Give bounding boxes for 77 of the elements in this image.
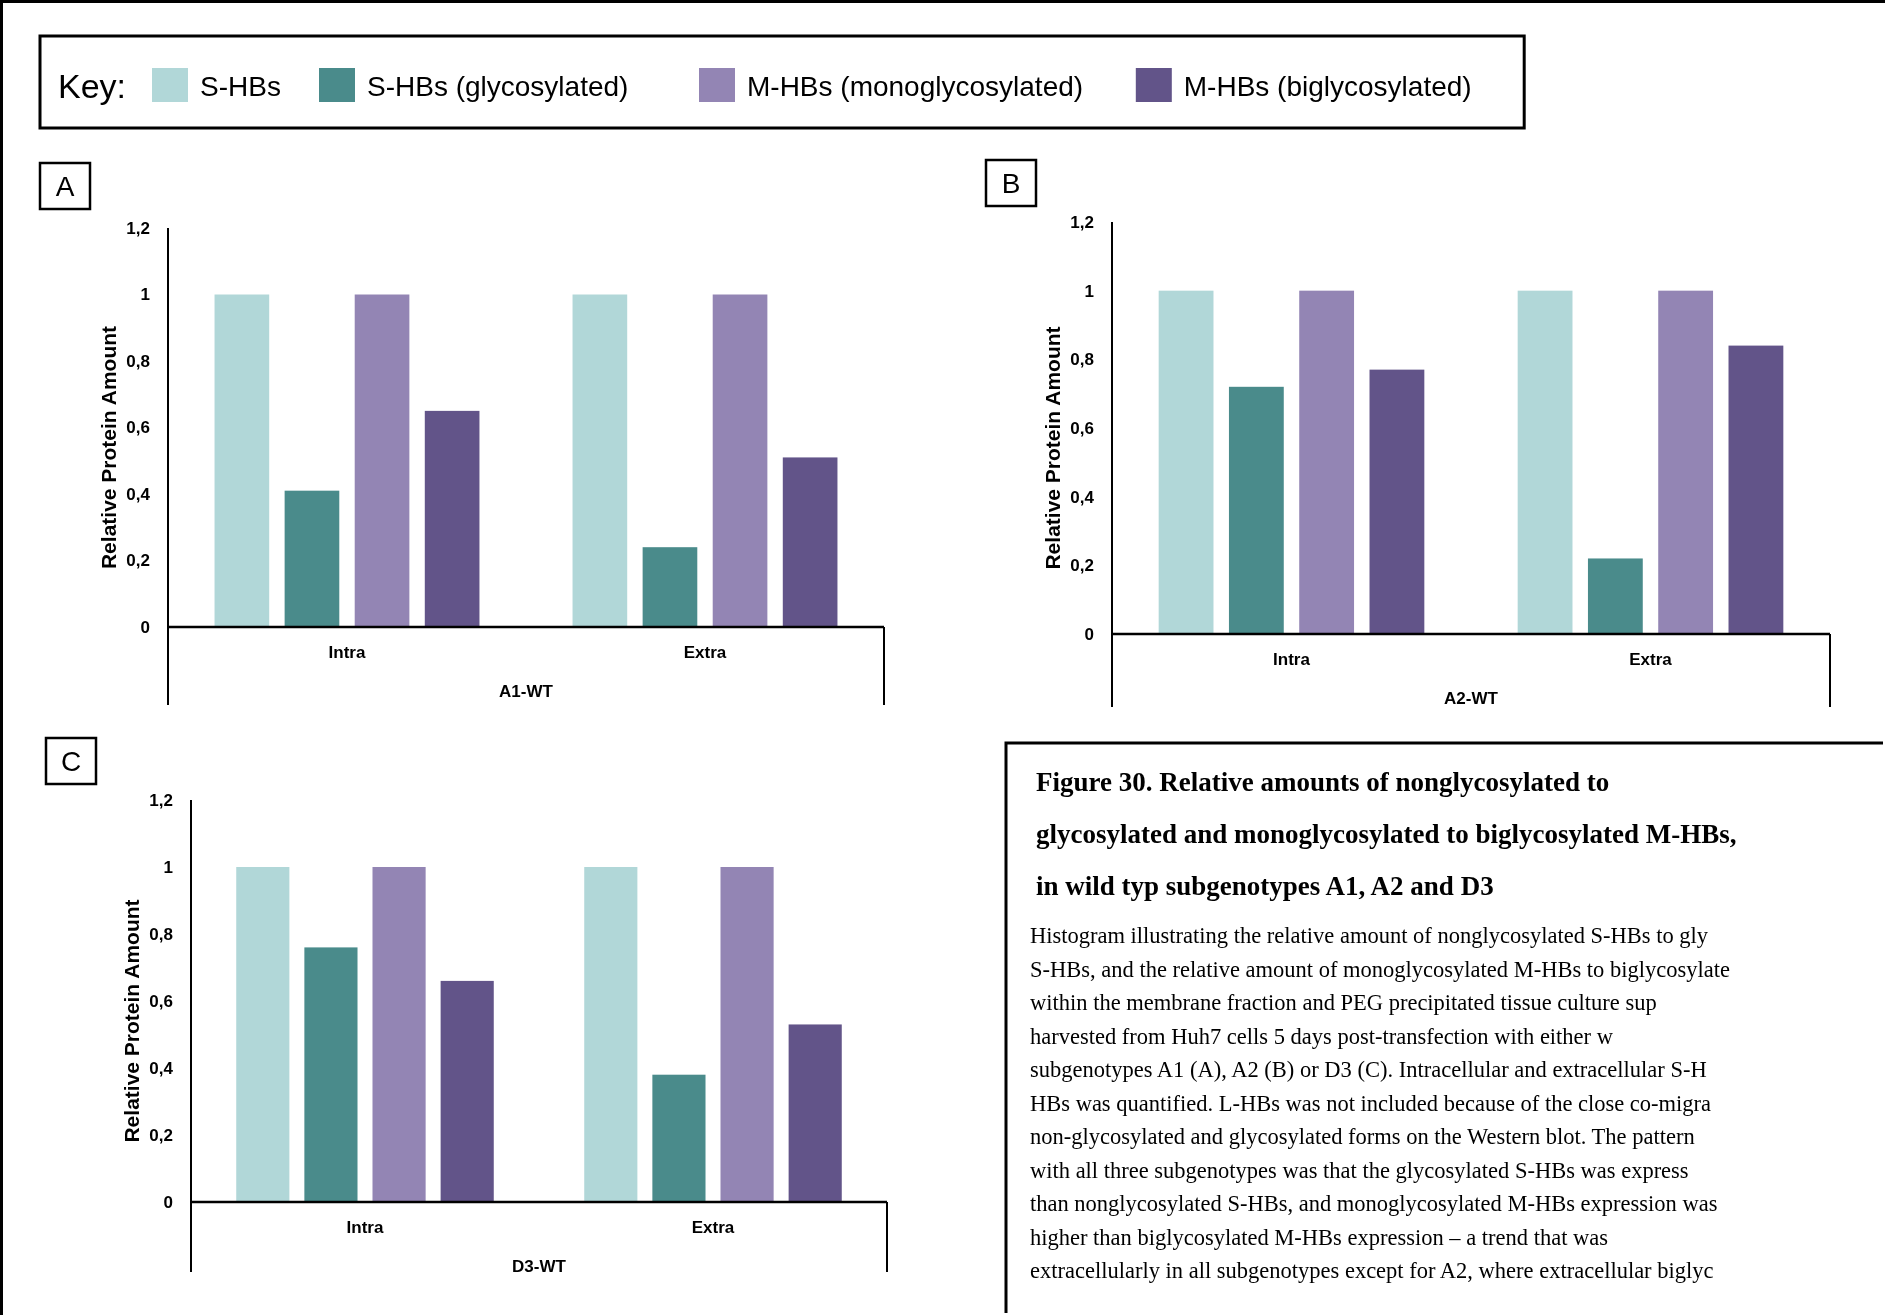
bar [652,1074,706,1202]
bar [1517,290,1573,634]
chart-title: C [60,746,82,777]
x-axis-title: D3-WT [512,1257,567,1276]
y-tick-label: 0,4 [1070,487,1095,507]
bar [1228,386,1284,634]
y-axis-title: Relative Protein Amount [97,325,120,570]
legend-label: S-HBs [200,71,281,102]
bar [712,294,768,627]
x-tick-label: Intra [1273,650,1311,669]
bar [284,490,340,627]
y-tick-label: 0 [163,1192,173,1212]
text: within the membrane fraction and PEG precipitated tissue culture sup [1030,990,1657,1015]
y-axis-title: Relative Protein Amount [1041,326,1064,570]
bar [372,867,426,1202]
y-tick-label: 0,2 [126,551,150,571]
bar [720,867,774,1202]
bar [304,947,358,1202]
bar [782,457,838,627]
y-tick-label: 0 [1084,624,1094,644]
y-tick-label: 1,2 [126,218,150,238]
legend-label: S-HBs (glycosylated) [367,71,629,102]
y-axis-title: Relative Protein Amount [120,899,143,1143]
bar [1299,290,1355,634]
x-tick-label: Extra [691,1218,735,1237]
y-tick-label: 1 [1084,281,1094,301]
chart-title: A [55,171,75,202]
bar [354,294,410,627]
y-tick-label: 1 [140,285,150,305]
y-tick-label: 0,8 [126,351,150,371]
text: Figure 30. Relative amounts of nonglycosylated to glycosylated and monoglycosylated to biglycosylated M-HBs, in wild typ subgenotypes A1, A2 and D3 [1036,767,1737,901]
text: subgenotypes A1 (A), A2 (B) or D3 (C). Intracellular and extracellular S-H [1030,1057,1707,1082]
text: non-glycosylated and glycosylated forms on the Western blot. The pattern [1030,1124,1695,1149]
x-axis-title: A2-WT [1444,689,1499,708]
y-tick-label: 0,4 [126,484,151,504]
bar [788,1024,842,1202]
x-tick-label: Intra [328,643,366,662]
y-tick-label: 0,6 [126,418,150,438]
text: Histogram illustrating the relative amount of nonglycosylated S-HBs to gly [1030,923,1709,948]
y-tick-label: 0,8 [149,924,173,944]
bar [1728,345,1784,634]
bar [1658,290,1714,634]
bar [584,867,638,1202]
text: than nonglycosylated S-HBs, and monoglycosylated M-HBs expression was [1030,1191,1718,1216]
bar [1158,290,1214,634]
x-tick-label: Intra [346,1218,384,1237]
y-tick-label: 0,4 [149,1058,174,1078]
bar [214,294,270,627]
bar [1369,369,1425,634]
bar [440,980,494,1202]
text: S-HBs, and the relative amount of monoglycosylated M-HBs to biglycosylate [1030,956,1730,982]
y-tick-label: 0,8 [1070,350,1094,370]
text: with all three subgenotypes was that the glycosylated S-HBs was express [1030,1157,1689,1183]
text: extracellularly in all subgenotypes except for A2, where extracellular biglyc [1030,1258,1714,1283]
x-axis-title: A1-WT [499,682,554,701]
y-tick-label: 0,2 [149,1125,173,1145]
bar [572,294,628,627]
y-tick-label: 0,6 [1070,418,1094,438]
x-tick-label: Extra [1629,650,1673,669]
bar [424,410,480,627]
x-tick-label: Extra [683,643,727,662]
y-tick-label: 0 [140,617,150,637]
text: HBs was quantified. L-HBs was not included because of the close co-migra [1030,1090,1712,1116]
bar [1587,558,1643,634]
bar [236,867,290,1202]
y-tick-label: 0,2 [1070,556,1094,576]
y-tick-label: 0,6 [149,991,173,1011]
legend-label: M-HBs (biglycosylated) [1183,71,1472,102]
y-tick-label: 1,2 [149,790,173,810]
legend-title: Key: [58,67,127,105]
y-tick-label: 1,2 [1070,212,1094,232]
y-tick-label: 1 [163,857,173,877]
bar [642,547,698,627]
chart-title: B [1001,168,1021,199]
text: higher than biglycosylated M-HBs expression – a trend that was [1030,1224,1609,1250]
text: harvested from Huh7 cells 5 days post-transfection with either w [1030,1023,1614,1049]
legend-label: M-HBs (monoglycosylated) [747,71,1084,102]
